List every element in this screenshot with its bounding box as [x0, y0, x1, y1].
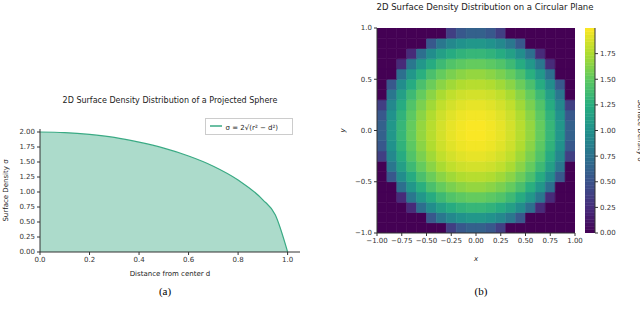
svg-text:1.75: 1.75 — [19, 143, 35, 151]
svg-text:0.25: 0.25 — [19, 233, 35, 241]
svg-text:0.25: 0.25 — [493, 237, 509, 245]
html-text:σ = 2√(r² − d²): σ = 2√(r² − d²) — [225, 124, 278, 132]
svg-text:0.6: 0.6 — [183, 256, 195, 264]
svg-text:0.75: 0.75 — [542, 237, 558, 245]
svg-text:−0.5: −0.5 — [355, 178, 372, 186]
svg-text:1.25: 1.25 — [600, 101, 616, 109]
svg-text:0.50: 0.50 — [19, 218, 35, 226]
svg-text:−1.00: −1.00 — [366, 237, 387, 245]
svg-text:0.8: 0.8 — [233, 256, 244, 264]
svg-text:0.00: 0.00 — [19, 248, 35, 256]
svg-text:0.4: 0.4 — [133, 256, 145, 264]
svg-text:1.00: 1.00 — [600, 127, 616, 135]
svg-text:0.0: 0.0 — [34, 256, 45, 264]
svg-text:1.0: 1.0 — [361, 24, 372, 32]
svg-text:−0.75: −0.75 — [391, 237, 412, 245]
svg-text:1.00: 1.00 — [19, 188, 35, 196]
html-text:(b): (b) — [474, 285, 488, 297]
svg-text:y: y — [339, 128, 347, 134]
svg-text:1.75: 1.75 — [600, 50, 616, 58]
svg-text:1.25: 1.25 — [19, 173, 35, 181]
svg-text:0.00: 0.00 — [600, 229, 616, 237]
svg-text:Distance from center d: Distance from center d — [130, 270, 211, 278]
svg-text:−0.25: −0.25 — [441, 237, 462, 245]
html-text:2D Surface Density Distributio: 2D Surface Density Distribution of a Pro… — [62, 96, 278, 105]
svg-text:−0.50: −0.50 — [416, 237, 437, 245]
svg-text:0.00: 0.00 — [468, 237, 484, 245]
svg-text:0.75: 0.75 — [600, 153, 616, 161]
svg-text:1.50: 1.50 — [600, 76, 616, 84]
svg-text:0.5: 0.5 — [361, 76, 372, 84]
svg-text:x: x — [473, 255, 479, 263]
html-text:2D Surface Density Distributio: 2D Surface Density Distribution on a Cir… — [376, 2, 594, 12]
svg-text:0.2: 0.2 — [84, 256, 95, 264]
svg-text:1.50: 1.50 — [19, 158, 35, 166]
svg-text:−1.0: −1.0 — [355, 229, 372, 237]
svg-text:0.50: 0.50 — [600, 178, 616, 186]
svg-text:Surface Density σ: Surface Density σ — [8, 159, 10, 222]
svg-text:0.75: 0.75 — [19, 203, 35, 211]
svg-text:2.00: 2.00 — [19, 128, 35, 136]
svg-text:1.00: 1.00 — [567, 237, 583, 245]
svg-text:0.50: 0.50 — [518, 237, 534, 245]
html-text:(a): (a) — [158, 285, 172, 297]
svg-text:1.0: 1.0 — [282, 256, 293, 264]
svg-text:0.25: 0.25 — [600, 204, 616, 212]
svg-text:0.0: 0.0 — [361, 127, 372, 135]
